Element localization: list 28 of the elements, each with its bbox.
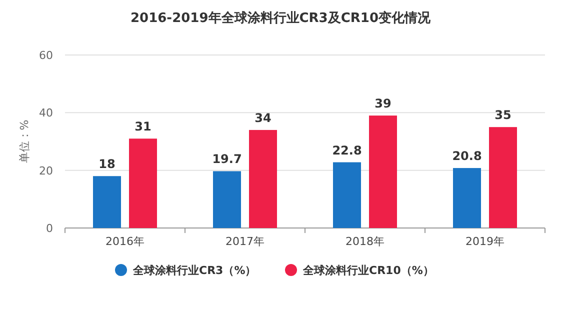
ylabel: 单位：% <box>18 120 31 164</box>
bar <box>129 138 157 228</box>
bar <box>453 168 481 228</box>
y-tick-label: 20 <box>39 164 53 178</box>
data-label: 22.8 <box>332 143 362 158</box>
y-tick-label: 40 <box>39 106 53 120</box>
y-tick-label: 60 <box>39 49 53 62</box>
bar <box>93 176 121 228</box>
legend-label: 全球涂料行业CR10（%） <box>302 264 434 277</box>
bar <box>489 127 517 228</box>
bar <box>333 162 361 228</box>
data-label: 20.8 <box>452 149 482 164</box>
bar <box>369 116 397 228</box>
x-tick-label: 2016年 <box>106 235 144 248</box>
x-tick-label: 2017年 <box>226 235 264 248</box>
data-label: 18 <box>98 157 116 172</box>
data-label: 31 <box>134 120 152 134</box>
legend-label: 全球涂料行业CR3（%） <box>132 264 256 277</box>
x-tick-label: 2019年 <box>466 235 504 248</box>
title: 2016-2019年全球涂料行业CR3及CR10变化情况 <box>130 11 430 26</box>
data-label: 19.7 <box>212 152 242 166</box>
y-tick-label: 0 <box>46 222 53 235</box>
bar <box>213 171 241 228</box>
x-tick-label: 2018年 <box>346 235 384 248</box>
data-label: 39 <box>374 96 392 111</box>
data-label: 35 <box>494 108 512 122</box>
data-label: 34 <box>254 110 272 125</box>
bar <box>249 130 277 228</box>
